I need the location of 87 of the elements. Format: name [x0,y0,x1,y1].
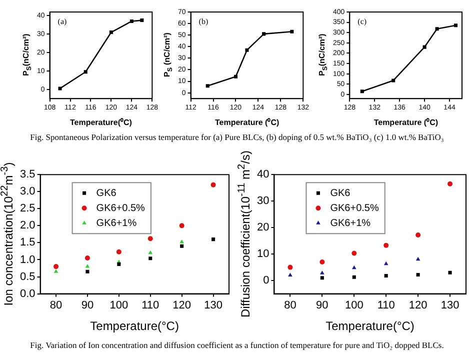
y-tick-label: 0.5 [20,270,36,283]
point [262,32,266,36]
point [180,244,184,248]
point [320,276,324,280]
point [210,182,216,188]
x-tick-label: 90 [316,299,328,312]
point [320,270,324,274]
point [448,181,453,186]
x-axis-title: Temperature(⁰C) [70,117,132,127]
point [290,30,294,34]
x-tick-label: 120 [172,299,192,312]
point [416,256,420,261]
y-tick-label: 3.5 [20,168,36,181]
x-tick-label: 80 [50,299,62,312]
point [352,265,356,270]
point [416,272,420,276]
point [352,250,357,256]
point [117,262,121,266]
x-tick-label: 80 [284,299,296,312]
text: (a) [58,17,67,26]
point [384,261,388,266]
point [360,90,364,94]
point [179,223,184,228]
point [54,269,58,273]
point [352,275,356,279]
y-tick-label: 2.0 [20,220,36,232]
legend-label: GK6 [330,188,351,199]
point [130,19,134,23]
point [392,78,396,82]
point [109,30,113,34]
y-tick-label: 0 [263,274,270,287]
point [84,70,88,74]
x-tick-label: 110 [377,299,395,312]
y-tick-label: 3.0 [20,186,36,198]
point [148,256,152,260]
x-tick-label: 90 [81,299,94,312]
point [54,264,59,270]
legend-label: GK6+0.5% [96,202,146,214]
point [140,18,144,22]
point [116,249,122,254]
x-tick-label: 130 [440,299,460,312]
point [84,256,90,261]
point [85,264,90,268]
point [234,74,238,78]
point [288,264,293,270]
point [454,24,458,28]
y-tick-label: 10 [256,248,270,260]
y-tick-label: 2.5 [20,202,36,215]
point [448,270,452,274]
point [148,250,153,254]
point [86,270,90,274]
x-axis-title: Temperature(°C) [90,319,179,333]
y-tick-label: 1.5 [20,236,36,249]
x-tick-label: 100 [344,299,364,312]
point [206,84,210,88]
legend-label: GK6+0.5% [330,202,379,214]
y-tick-label: 30 [256,195,270,208]
text: (b) [198,17,208,26]
point [320,260,325,265]
point [384,242,389,248]
x-axis-title: Temperature (⁰C) [374,117,438,127]
x-tick-label: 130 [204,299,222,312]
point [180,240,184,244]
point [58,86,62,90]
legend-label: GK6 [96,188,117,199]
text: Fig. Variation of Ion concentration and diffusion coefficient as a function of temperature for pure and TiO₂ dopped BLCs. [29,340,445,350]
point [288,272,292,277]
x-axis-title: Temperature(°C) [326,319,414,333]
point [212,238,216,242]
y-tick-label: 1.0 [20,254,36,266]
x-tick-label: 100 [110,299,128,312]
y-tick-label: 0.0 [20,288,36,300]
y-tick-label: 40 [256,168,270,181]
legend-label: GK6+1% [96,218,137,229]
point [148,236,153,242]
point [416,232,421,238]
x-tick-label: 110 [142,299,160,312]
point [245,48,249,52]
point [384,274,388,278]
x-axis-title: Temperature (⁰C) [214,117,280,127]
text: (c) [358,17,367,26]
y-tick-label: 20 [256,222,270,234]
x-tick-label: 120 [408,299,428,312]
point [422,45,426,49]
text: Fig. Spontaneous Polarization versus temperature for (a) Pure BLCs, (b) doping of 0.5 wt.% BaTiO₃ (c) 1.0 wt.% BaTiO₃ [29,132,445,142]
legend-label: GK6+1% [330,218,371,229]
point [435,27,439,31]
